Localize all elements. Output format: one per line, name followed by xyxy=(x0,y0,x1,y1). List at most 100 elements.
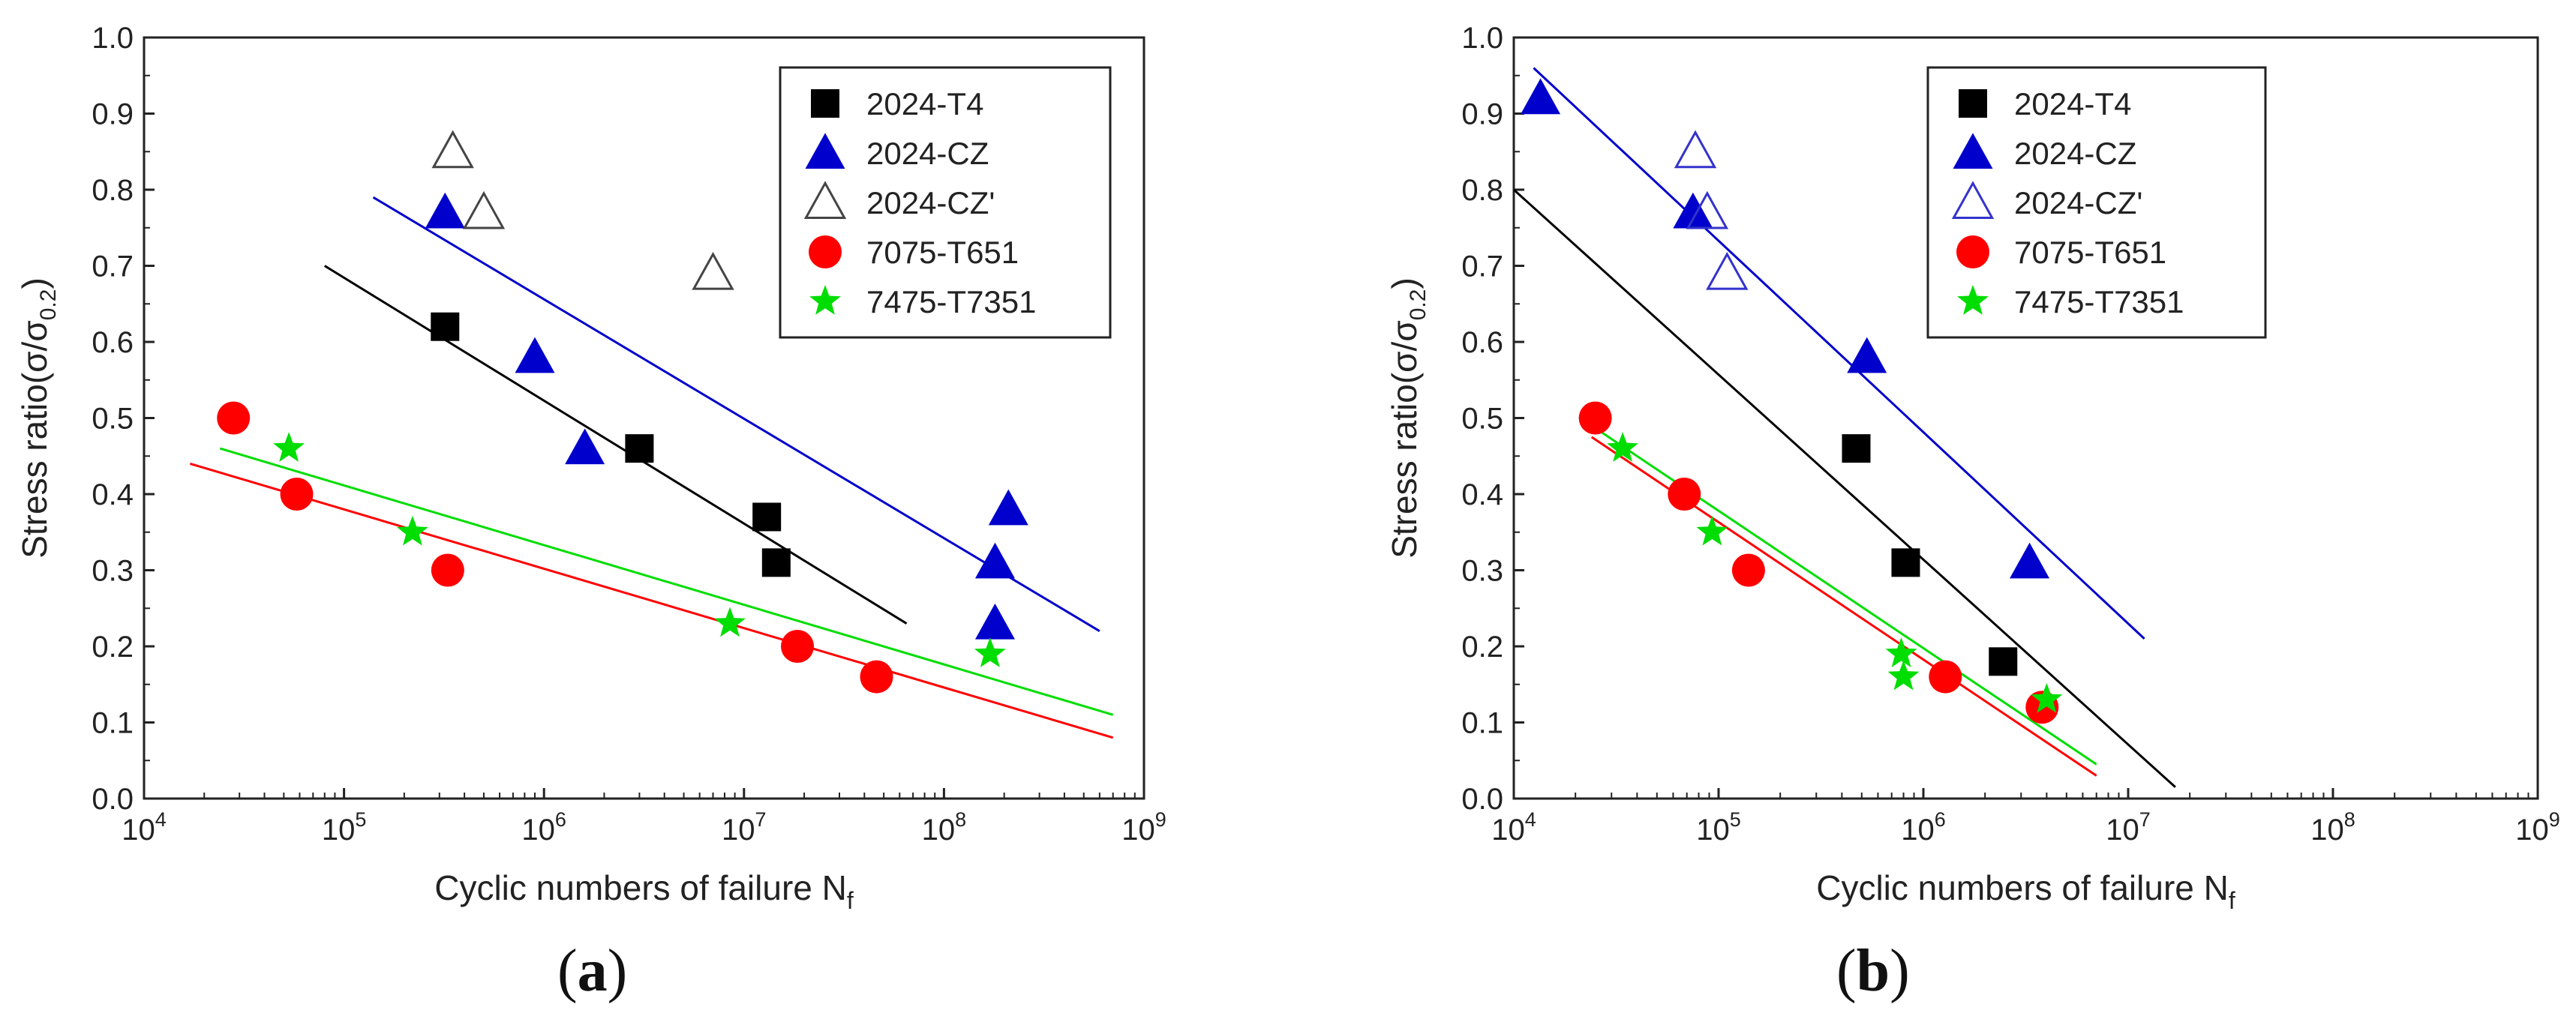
legend-marker xyxy=(809,235,842,268)
y-tick-label: 0.8 xyxy=(92,174,134,207)
y-axis-title-end: ) xyxy=(1385,277,1424,289)
y-tick-label: 0.4 xyxy=(1461,478,1503,511)
data-point-2024-cz xyxy=(425,192,465,229)
y-axis-title-subscript: 0.2 xyxy=(36,289,61,321)
data-point-7075-t651 xyxy=(1668,478,1701,511)
y-tick-label: 0.2 xyxy=(92,631,134,664)
x-tick-exponent: 4 xyxy=(155,808,167,831)
data-point-7475-t7351 xyxy=(1885,637,1917,667)
data-point-7075-t651 xyxy=(1578,401,1612,435)
y-tick-label: 0.5 xyxy=(1461,403,1503,436)
y-tick-label: 0.5 xyxy=(92,403,134,436)
x-tick-label: 105 xyxy=(1696,808,1741,847)
data-point-2024-cz xyxy=(988,489,1028,526)
y-tick-label: 0.4 xyxy=(92,478,134,511)
data-point-2024-cz- xyxy=(431,130,474,169)
y-tick-label: 0.8 xyxy=(1461,174,1503,207)
fit-line-7475-t7351 xyxy=(1590,424,2097,766)
y-tick-label: 1.0 xyxy=(1461,22,1503,55)
data-point-7475-t7351 xyxy=(1696,515,1728,546)
legend-label: 2024-CZ xyxy=(2014,136,2136,171)
data-point-2024-cz xyxy=(974,542,1015,579)
x-tick-exponent: 7 xyxy=(2139,808,2151,831)
x-tick-label: 108 xyxy=(2310,808,2355,847)
x-tick-exponent: 6 xyxy=(1935,808,1946,831)
x-tick-exponent: 9 xyxy=(2549,808,2560,831)
y-axis-title-end: ) xyxy=(15,277,54,289)
legend-label: 7475-T7351 xyxy=(866,284,1037,319)
data-point-2024-cz xyxy=(515,337,555,373)
data-point-2024-cz xyxy=(974,603,1015,640)
data-point-7475-t7351 xyxy=(1607,432,1638,462)
data-point-7075-t651 xyxy=(1731,553,1765,587)
legend-label: 2024-T4 xyxy=(2014,86,2131,121)
x-tick-label: 105 xyxy=(322,808,367,847)
y-tick-label: 0.3 xyxy=(1461,555,1503,588)
legend-marker xyxy=(809,285,841,315)
fit-line-2024-cz xyxy=(372,196,1100,632)
y-tick-label: 0.7 xyxy=(92,250,134,283)
data-point-7475-t7351 xyxy=(397,515,428,546)
data-point-2024-t4 xyxy=(1891,548,1920,577)
legend-marker xyxy=(805,133,845,169)
fit-line-2024-t4 xyxy=(1514,188,2176,788)
data-point-2024-cz- xyxy=(1706,251,1749,290)
y-tick-label: 0.0 xyxy=(1461,783,1503,816)
x-tick-label: 104 xyxy=(122,808,167,847)
panel-label-a: (a) xyxy=(557,938,628,1004)
x-tick-exponent: 5 xyxy=(355,808,366,831)
data-point-7075-t651 xyxy=(280,478,314,511)
x-tick-exponent: 7 xyxy=(755,808,767,831)
x-tick-base: 10 xyxy=(521,814,555,847)
legend-marker xyxy=(1953,133,1993,169)
data-point-2024-cz xyxy=(2010,542,2050,579)
fit-line-7075-t651 xyxy=(190,462,1114,739)
legend-marker xyxy=(811,89,839,118)
data-point-2024-t4 xyxy=(625,434,654,463)
legend-label: 2024-CZ' xyxy=(866,185,995,220)
y-axis-title: Stress ratio(σ/σ0.2) xyxy=(1385,277,1431,559)
data-point-7475-t7351 xyxy=(714,607,746,637)
data-point-2024-t4 xyxy=(1842,434,1871,463)
data-point-2024-cz xyxy=(565,428,605,465)
x-tick-base: 10 xyxy=(1121,814,1155,847)
x-axis-title-subscript: f xyxy=(2229,887,2235,914)
data-point-2024-cz xyxy=(1521,78,1561,115)
data-point-7075-t651 xyxy=(781,630,815,663)
y-tick-label: 0.9 xyxy=(92,98,134,131)
y-tick-label: 0.0 xyxy=(92,783,134,816)
legend-label: 7075-T651 xyxy=(866,235,1019,270)
x-tick-base: 10 xyxy=(1696,814,1730,847)
y-tick-label: 0.6 xyxy=(92,326,134,359)
legend-marker xyxy=(803,181,847,220)
legend-marker xyxy=(1959,89,1987,118)
data-point-2024-cz- xyxy=(1674,130,1717,169)
data-point-2024-t4 xyxy=(761,548,791,577)
y-axis-title: Stress ratio(σ/σ0.2) xyxy=(15,277,61,559)
x-tick-label: 109 xyxy=(1121,808,1166,847)
data-point-7475-t7351 xyxy=(273,432,305,462)
x-tick-exponent: 8 xyxy=(2344,808,2355,831)
legend-label: 2024-CZ xyxy=(866,136,989,171)
x-tick-label: 109 xyxy=(2515,808,2560,847)
data-point-7075-t651 xyxy=(217,401,251,435)
x-tick-base: 10 xyxy=(2310,814,2344,847)
y-tick-label: 0.9 xyxy=(1461,98,1503,131)
data-point-7075-t651 xyxy=(1929,660,1962,694)
data-point-7475-t7351 xyxy=(974,637,1006,667)
y-tick-label: 0.7 xyxy=(1461,250,1503,283)
data-point-7475-t7351 xyxy=(1887,660,1920,691)
data-point-2024-cz- xyxy=(1686,190,1729,229)
x-tick-label: 104 xyxy=(1491,808,1536,847)
data-point-7075-t651 xyxy=(431,553,464,587)
legend-label: 2024-CZ' xyxy=(2014,185,2142,220)
data-point-2024-cz xyxy=(1673,192,1713,229)
legend-label: 7475-T7351 xyxy=(2014,284,2184,319)
legend-marker xyxy=(1957,285,1989,315)
x-axis-title-text: Cyclic numbers of failure N xyxy=(1816,868,2229,907)
x-tick-base: 10 xyxy=(722,814,755,847)
x-tick-exponent: 9 xyxy=(1155,808,1166,831)
x-tick-base: 10 xyxy=(2106,814,2139,847)
